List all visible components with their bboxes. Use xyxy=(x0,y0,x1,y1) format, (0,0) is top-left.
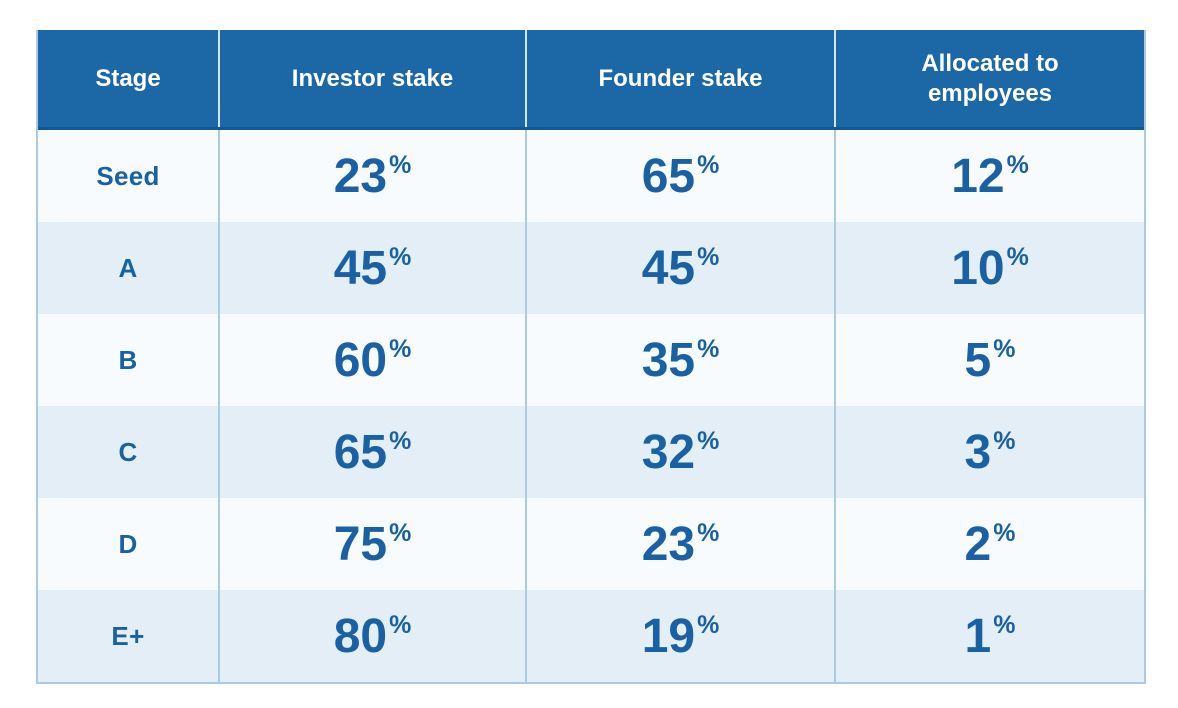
table-row-seed: Seed 23% 65% 12% xyxy=(38,130,1144,222)
table-row-d: D 75% 23% 2% xyxy=(38,498,1144,590)
header-cell-allocated-to-employees: Allocated to employees xyxy=(834,30,1144,127)
founder-stake-cell: 65% xyxy=(525,130,834,222)
stage-cell: A xyxy=(38,222,218,314)
stage-label: C xyxy=(118,436,138,467)
employees-value: 5 xyxy=(964,333,992,387)
stage-cell: Seed xyxy=(38,130,218,222)
header-cell-founder-stake: Founder stake xyxy=(525,30,834,127)
percent-sign: % xyxy=(697,518,720,547)
investor-stake-value: 80 xyxy=(333,609,388,663)
founder-stake-cell: 45% xyxy=(525,222,834,314)
percent-sign: % xyxy=(993,334,1016,363)
employees-value: 1 xyxy=(964,609,992,663)
percent-sign: % xyxy=(697,334,720,363)
percent-sign: % xyxy=(697,610,720,639)
employees-cell: 12% xyxy=(834,130,1144,222)
percent-sign: % xyxy=(389,426,412,455)
table-row-e-plus: E+ 80% 19% 1% xyxy=(38,590,1144,682)
employees-cell: 10% xyxy=(834,222,1144,314)
percent-sign: % xyxy=(389,242,412,271)
stage-cell: E+ xyxy=(38,590,218,682)
founder-stake-cell: 23% xyxy=(525,498,834,590)
percent-sign: % xyxy=(993,518,1016,547)
founder-stake-value: 32 xyxy=(641,425,696,479)
investor-stake-value: 23 xyxy=(333,149,388,203)
founder-stake-cell: 19% xyxy=(525,590,834,682)
founder-stake-value: 35 xyxy=(641,333,696,387)
founder-stake-cell: 35% xyxy=(525,314,834,406)
employees-cell: 3% xyxy=(834,406,1144,498)
stage-cell: D xyxy=(38,498,218,590)
table-row-a: A 45% 45% 10% xyxy=(38,222,1144,314)
employees-value: 10 xyxy=(951,241,1005,295)
percent-sign: % xyxy=(389,610,412,639)
table-body: Seed 23% 65% 12% A 45% 45% 10% xyxy=(38,130,1144,682)
header-label-stage: Stage xyxy=(95,64,161,92)
table-row-b: B 60% 35% 5% xyxy=(38,314,1144,406)
header-label-investor-stake: Investor stake xyxy=(291,64,454,92)
percent-sign: % xyxy=(1006,242,1029,271)
employees-value: 3 xyxy=(964,425,992,479)
founder-stake-value: 45 xyxy=(641,241,696,295)
employees-cell: 1% xyxy=(834,590,1144,682)
percent-sign: % xyxy=(697,242,720,271)
investor-stake-cell: 45% xyxy=(218,222,525,314)
investor-stake-cell: 75% xyxy=(218,498,525,590)
investor-stake-cell: 60% xyxy=(218,314,525,406)
header-label-allocated-to-employees: Allocated to employees xyxy=(921,49,1059,107)
percent-sign: % xyxy=(993,610,1016,639)
stage-cell: C xyxy=(38,406,218,498)
founder-stake-value: 19 xyxy=(641,609,696,663)
stage-label: B xyxy=(118,344,138,375)
founder-stake-value: 23 xyxy=(641,517,696,571)
percent-sign: % xyxy=(389,518,412,547)
percent-sign: % xyxy=(697,426,720,455)
percent-sign: % xyxy=(697,150,720,179)
percent-sign: % xyxy=(993,426,1016,455)
investor-stake-value: 75 xyxy=(333,517,388,571)
percent-sign: % xyxy=(389,334,412,363)
table-row-c: C 65% 32% 3% xyxy=(38,406,1144,498)
founder-stake-cell: 32% xyxy=(525,406,834,498)
stage-label: E+ xyxy=(111,620,145,651)
investor-stake-cell: 23% xyxy=(218,130,525,222)
equity-table: Stage Investor stake Founder stake Alloc… xyxy=(36,30,1146,684)
stage-label: D xyxy=(118,528,138,559)
employees-value: 2 xyxy=(964,517,992,571)
header-cell-stage: Stage xyxy=(38,30,218,127)
header-label-founder-stake: Founder stake xyxy=(598,64,763,92)
investor-stake-value: 45 xyxy=(333,241,388,295)
investor-stake-value: 60 xyxy=(333,333,388,387)
investor-stake-cell: 65% xyxy=(218,406,525,498)
stage-cell: B xyxy=(38,314,218,406)
percent-sign: % xyxy=(389,150,412,179)
header-cell-investor-stake: Investor stake xyxy=(218,30,525,127)
stage-label: A xyxy=(118,252,138,283)
employees-cell: 5% xyxy=(834,314,1144,406)
employees-cell: 2% xyxy=(834,498,1144,590)
founder-stake-value: 65 xyxy=(641,149,696,203)
investor-stake-cell: 80% xyxy=(218,590,525,682)
stage-label: Seed xyxy=(96,160,160,191)
percent-sign: % xyxy=(1006,150,1029,179)
employees-value: 12 xyxy=(951,149,1005,203)
investor-stake-value: 65 xyxy=(333,425,388,479)
table-header-row: Stage Investor stake Founder stake Alloc… xyxy=(38,30,1144,130)
